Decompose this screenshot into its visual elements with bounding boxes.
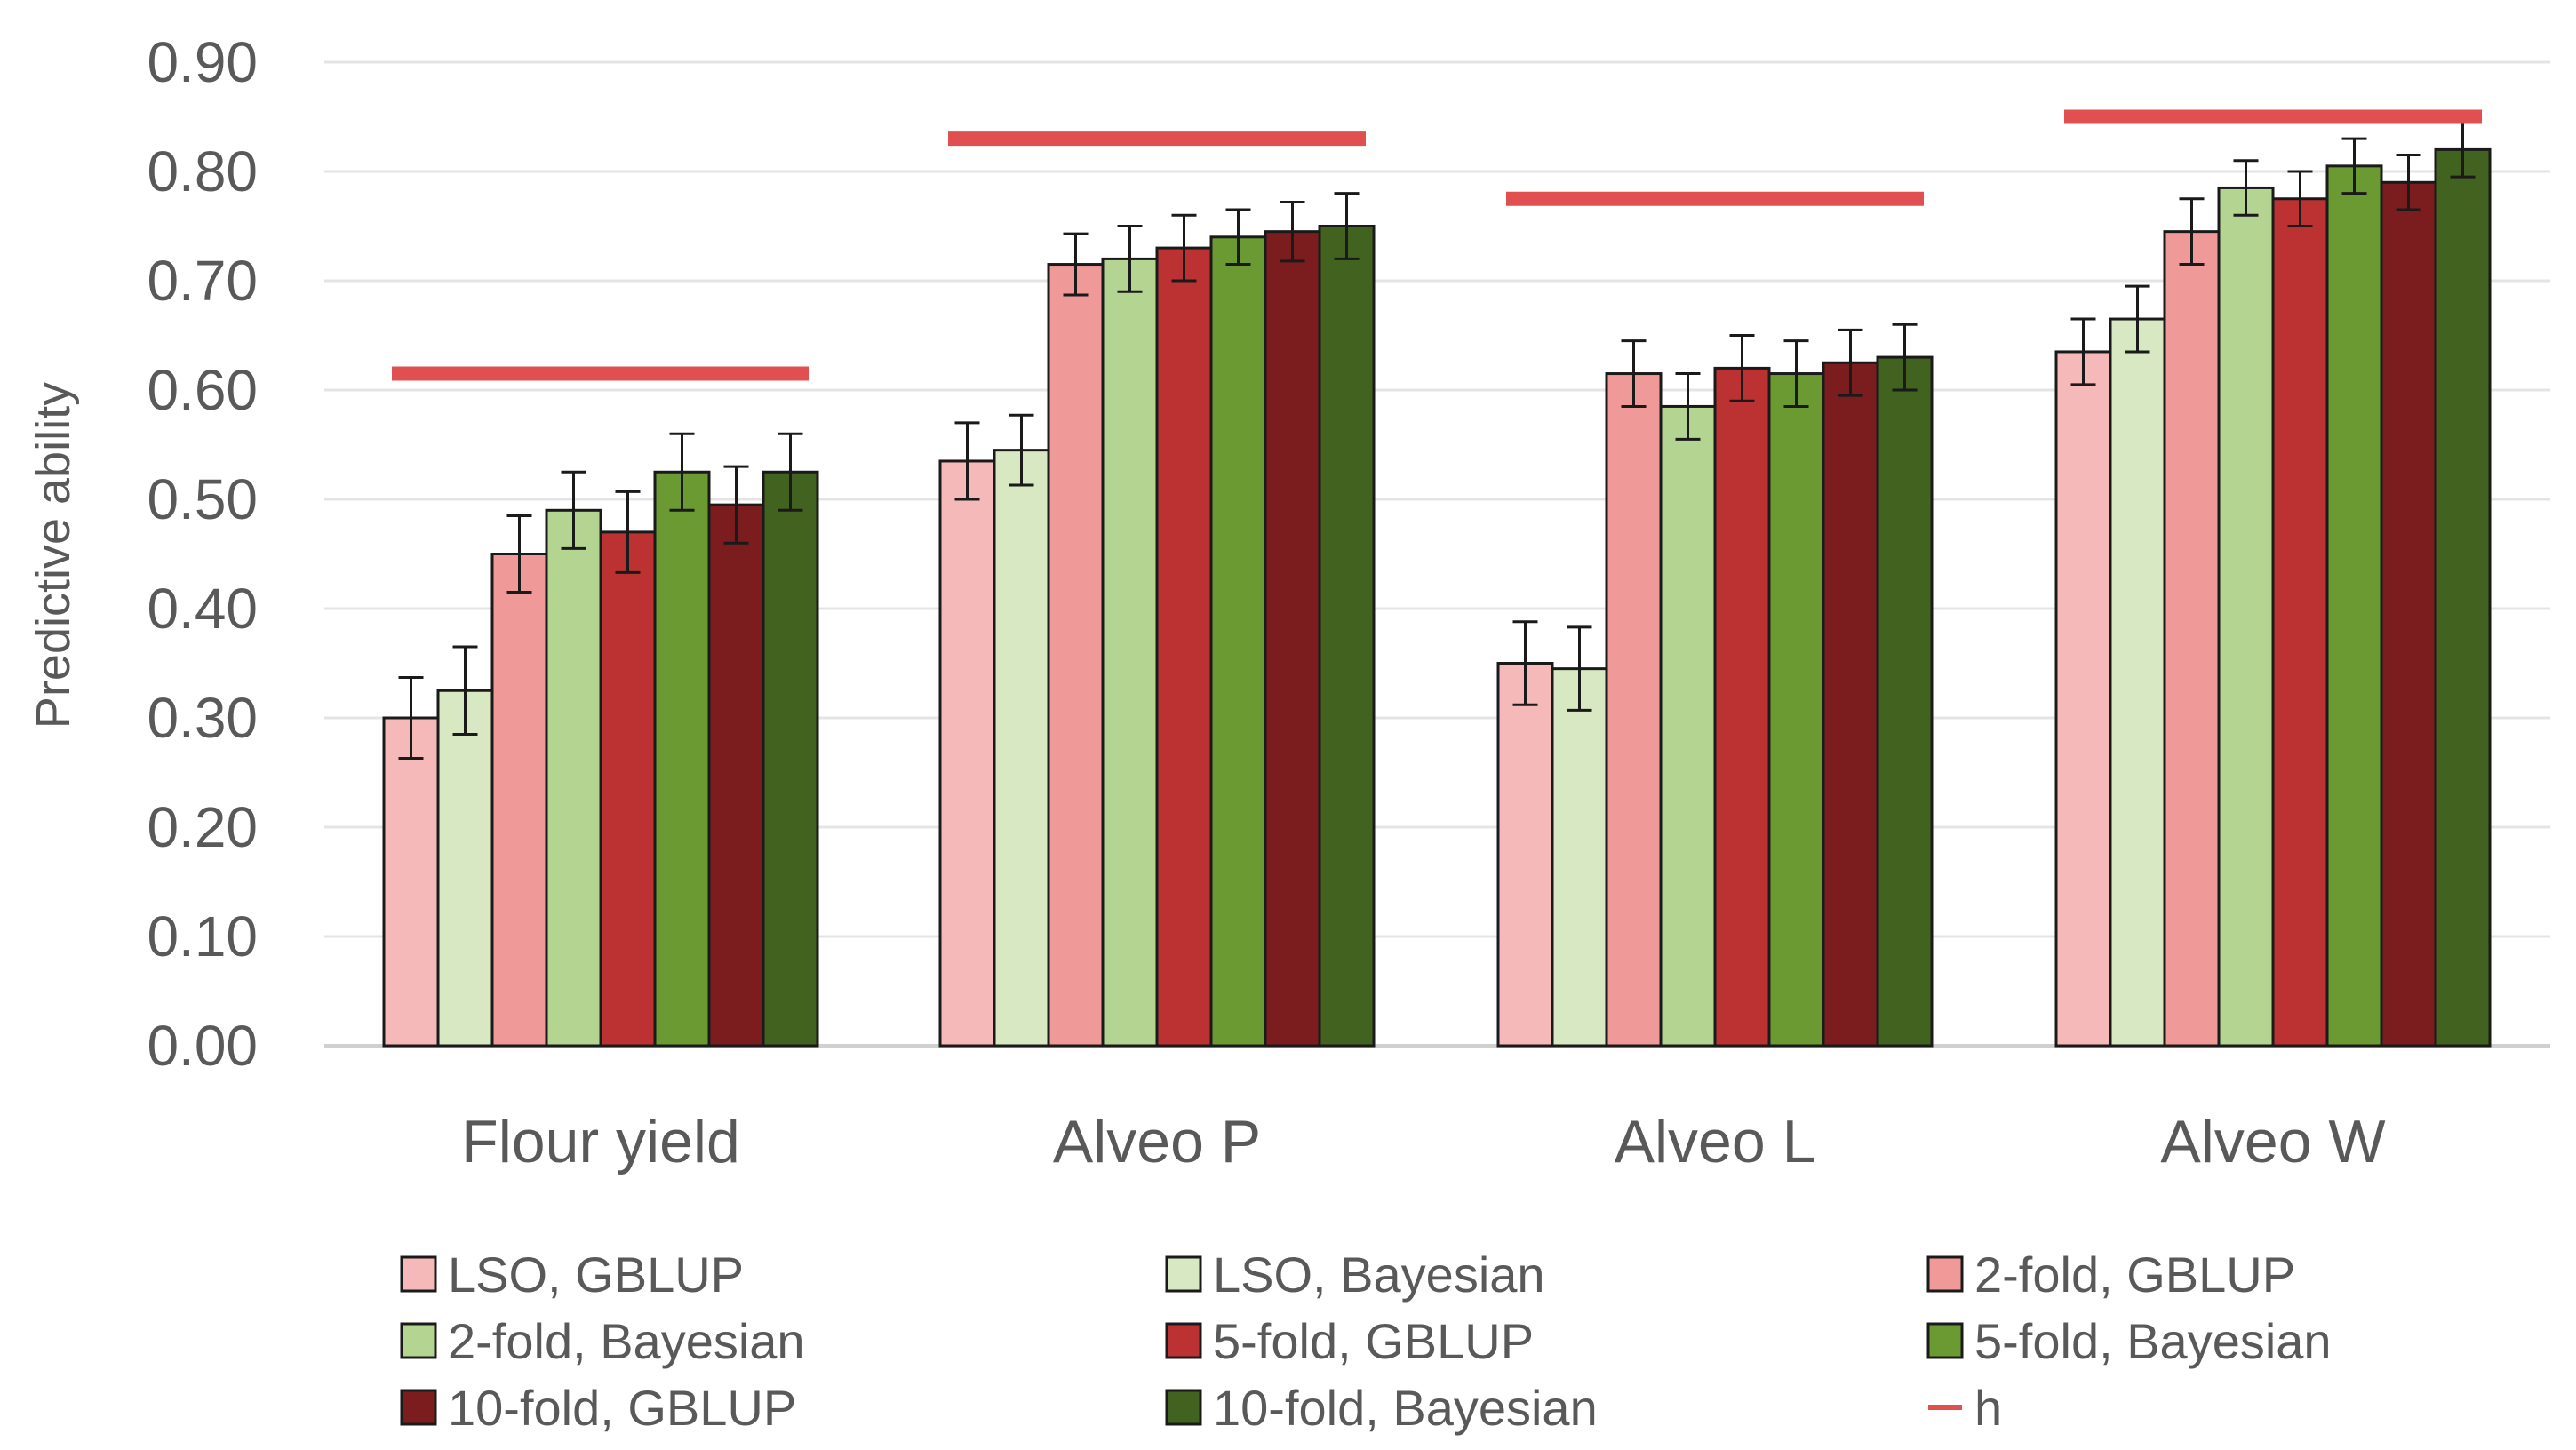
y-tick-label: 0.50 xyxy=(147,467,258,531)
legend-label: 2-fold, Bayesian xyxy=(448,1313,805,1369)
bar xyxy=(382,716,440,1048)
bar xyxy=(2325,164,2383,1048)
bar xyxy=(2109,317,2166,1048)
y-tick-label: 0.80 xyxy=(147,139,258,203)
bar xyxy=(938,459,996,1048)
bar xyxy=(2054,350,2112,1048)
bar xyxy=(2271,197,2329,1048)
bar xyxy=(599,530,657,1048)
y-tick-label: 0.60 xyxy=(147,358,258,422)
bar xyxy=(1713,366,1771,1048)
bar xyxy=(1551,667,1608,1048)
bar xyxy=(993,449,1050,1048)
legend-swatch xyxy=(1165,1255,1202,1293)
legend-label: LSO, GBLUP xyxy=(448,1247,744,1303)
bar xyxy=(2380,180,2437,1048)
bar xyxy=(1209,235,1267,1048)
bar xyxy=(2434,147,2492,1048)
category-label: Flour yield xyxy=(461,1108,740,1175)
bar xyxy=(490,553,548,1048)
bar xyxy=(1318,225,1376,1048)
bar xyxy=(2163,230,2221,1048)
category-label: Alveo P xyxy=(1053,1108,1261,1175)
bar xyxy=(2217,186,2275,1048)
bar xyxy=(1496,662,1554,1048)
bar xyxy=(1264,230,1321,1048)
legend: LSO, GBLUP LSO, Bayesian 2-fold, GBLUP 2-fo… xyxy=(400,1247,2332,1436)
bar xyxy=(1101,257,1159,1048)
y-axis-label: Predictive ability xyxy=(27,382,80,729)
legend-label: h xyxy=(1974,1380,2002,1436)
y-tick-label: 0.70 xyxy=(147,249,258,313)
legend-label: 10-fold, GBLUP xyxy=(448,1380,796,1436)
bar xyxy=(1659,404,1717,1048)
y-tick-label: 0.90 xyxy=(147,30,258,94)
legend-swatch xyxy=(1926,1322,1964,1359)
legend-swatch xyxy=(400,1389,437,1426)
legend-label: 2-fold, GBLUP xyxy=(1974,1247,2295,1303)
legend-label: LSO, Bayesian xyxy=(1213,1247,1545,1303)
h-lines xyxy=(392,109,2482,381)
legend-swatch xyxy=(1926,1255,1964,1293)
legend-swatch xyxy=(400,1322,437,1359)
legend-label: 5-fold, GBLUP xyxy=(1213,1313,1534,1369)
bar xyxy=(1822,361,1879,1048)
bar xyxy=(1767,372,1825,1048)
bar xyxy=(707,503,765,1048)
y-tick-label: 0.40 xyxy=(147,577,258,641)
bar xyxy=(1876,355,1934,1048)
y-tick-label: 0.10 xyxy=(147,904,258,968)
bar xyxy=(1605,372,1663,1048)
bar xyxy=(545,508,602,1048)
legend-label: 10-fold, Bayesian xyxy=(1213,1380,1598,1436)
category-labels: Flour yield Alveo P Alveo L Alveo W xyxy=(461,1108,2385,1175)
bar xyxy=(1155,246,1213,1048)
legend-swatch xyxy=(400,1255,437,1293)
bar xyxy=(1047,263,1105,1048)
y-tick-label: 0.30 xyxy=(147,686,258,750)
y-tick-label: 0.00 xyxy=(147,1014,258,1078)
bar xyxy=(762,470,819,1048)
bars xyxy=(382,121,2492,1048)
legend-label: 5-fold, Bayesian xyxy=(1974,1313,2332,1369)
category-label: Alveo L xyxy=(1615,1108,1816,1175)
y-axis-ticks: 0.00 0.10 0.20 0.30 0.40 0.50 0.60 0.70 0.80 0.90 xyxy=(147,30,258,1078)
bar xyxy=(436,689,494,1048)
bar xyxy=(653,470,711,1048)
category-label: Alveo W xyxy=(2160,1108,2385,1175)
legend-swatch xyxy=(1165,1389,1202,1426)
y-tick-label: 0.20 xyxy=(147,795,258,859)
legend-swatch xyxy=(1165,1322,1202,1359)
